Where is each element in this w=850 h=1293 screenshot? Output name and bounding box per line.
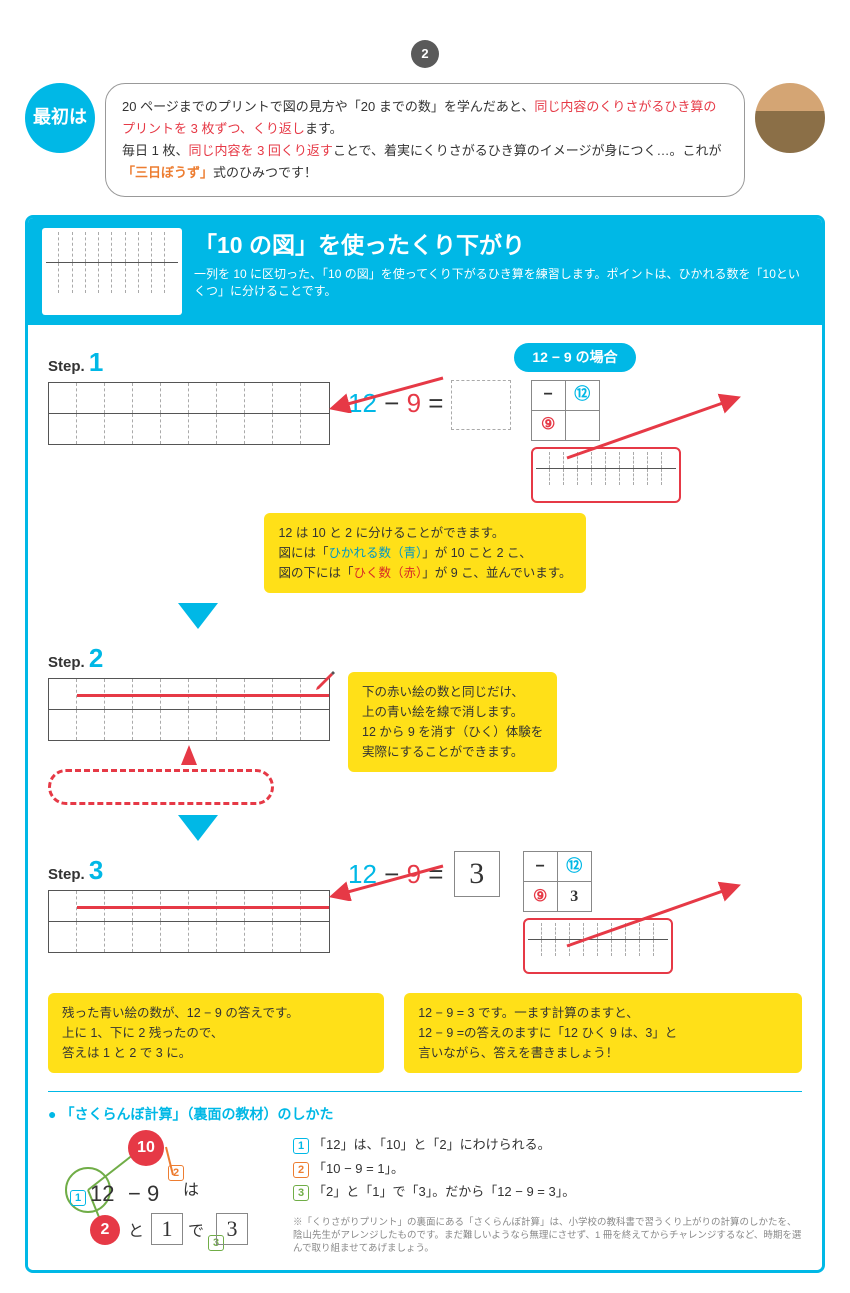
intro-section: 最初は 20 ページまでのプリントで図の見方や「20 までの数」を学んだあと、同… bbox=[25, 83, 825, 197]
arrow-up-icon bbox=[181, 745, 197, 765]
equation-3: 12 − 9 = 3 bbox=[348, 851, 503, 897]
step3-grid bbox=[48, 890, 330, 953]
bottom-section: 「さくらんぼ計算」（裏面の教材）のしかた 10 2 112 − 9 2 は と bbox=[48, 1091, 802, 1255]
step1-grid bbox=[48, 382, 330, 445]
callout-step3b: 12 − 9 = 3 です。一ます計算のますと、 12 − 9 =の答えのますに… bbox=[404, 993, 802, 1073]
pencil-icon bbox=[313, 669, 337, 693]
panel-title: 「10 の図」を使ったくり下がり bbox=[194, 228, 808, 263]
page-number: 2 bbox=[411, 40, 439, 68]
arrow-down-icon bbox=[178, 815, 218, 841]
callout-step3a: 残った青い絵の数が、12 − 9 の答えです。 上に 1、下に 2 残ったので、… bbox=[48, 993, 384, 1073]
panel-body: Step. 1 12 − 9 の場合 12 − 9 = bbox=[28, 325, 822, 1270]
example-pill: 12 − 9 の場合 bbox=[514, 343, 635, 372]
main-panel: 「10 の図」を使ったくり下がり 一列を 10 に区切った、「10 の図」を使っ… bbox=[25, 215, 825, 1273]
author-avatar bbox=[755, 83, 825, 153]
arrow-down-icon bbox=[178, 603, 218, 629]
mini-table-1: −⑫ ⑨ bbox=[531, 380, 600, 441]
intro-badge: 最初は bbox=[25, 83, 95, 153]
mini-grid-3 bbox=[523, 918, 673, 974]
equation-1: 12 − 9 = bbox=[348, 380, 511, 430]
step-2: Step. 2 下の赤い絵の数と同じだけ、 上の青い絵を線で消します。 12 か… bbox=[48, 639, 802, 805]
fine-print: ※「くりさがりプリント」の裏面にある「さくらんぼ計算」は、小学校の教科書で習うく… bbox=[293, 1216, 802, 1256]
cherry-diagram: 10 2 112 − 9 2 は と 1 で 3 3 bbox=[48, 1135, 268, 1245]
panel-subtitle: 一列を 10 に区切った、「10 の図」を使ってくり下がるひき算を練習します。ポ… bbox=[194, 266, 808, 300]
step-1: Step. 1 12 − 9 の場合 12 − 9 = bbox=[48, 343, 802, 594]
step-3: Step. 3 12 − 9 = 3 bbox=[48, 851, 802, 1073]
step3-subtract-row bbox=[48, 959, 330, 981]
mini-grid-1 bbox=[531, 447, 681, 503]
bottom-title: 「さくらんぼ計算」（裏面の教材）のしかた bbox=[48, 1104, 802, 1125]
callout-step1: 12 は 10 と 2 に分けることができます。 図には「ひかれる数（青）」が … bbox=[264, 513, 585, 593]
bottom-steps-list: 1「12」は、「10」と「2」にわけられる。 2「10 − 9 = 1」。 3「… bbox=[293, 1135, 802, 1202]
step2-grid bbox=[48, 678, 330, 741]
panel-header: 「10 の図」を使ったくり下がり 一列を 10 に区切った、「10 の図」を使っ… bbox=[28, 218, 822, 325]
step1-subtract-row bbox=[48, 451, 330, 473]
mini-table-3: −⑫ ⑨3 bbox=[523, 851, 592, 912]
intro-speech-bubble: 20 ページまでのプリントで図の見方や「20 までの数」を学んだあと、同じ内容の… bbox=[105, 83, 745, 197]
step2-subtract-dashed bbox=[48, 769, 274, 805]
header-icon-sample bbox=[42, 228, 182, 315]
callout-step2: 下の赤い絵の数と同じだけ、 上の青い絵を線で消します。 12 から 9 を消す（… bbox=[348, 672, 557, 772]
